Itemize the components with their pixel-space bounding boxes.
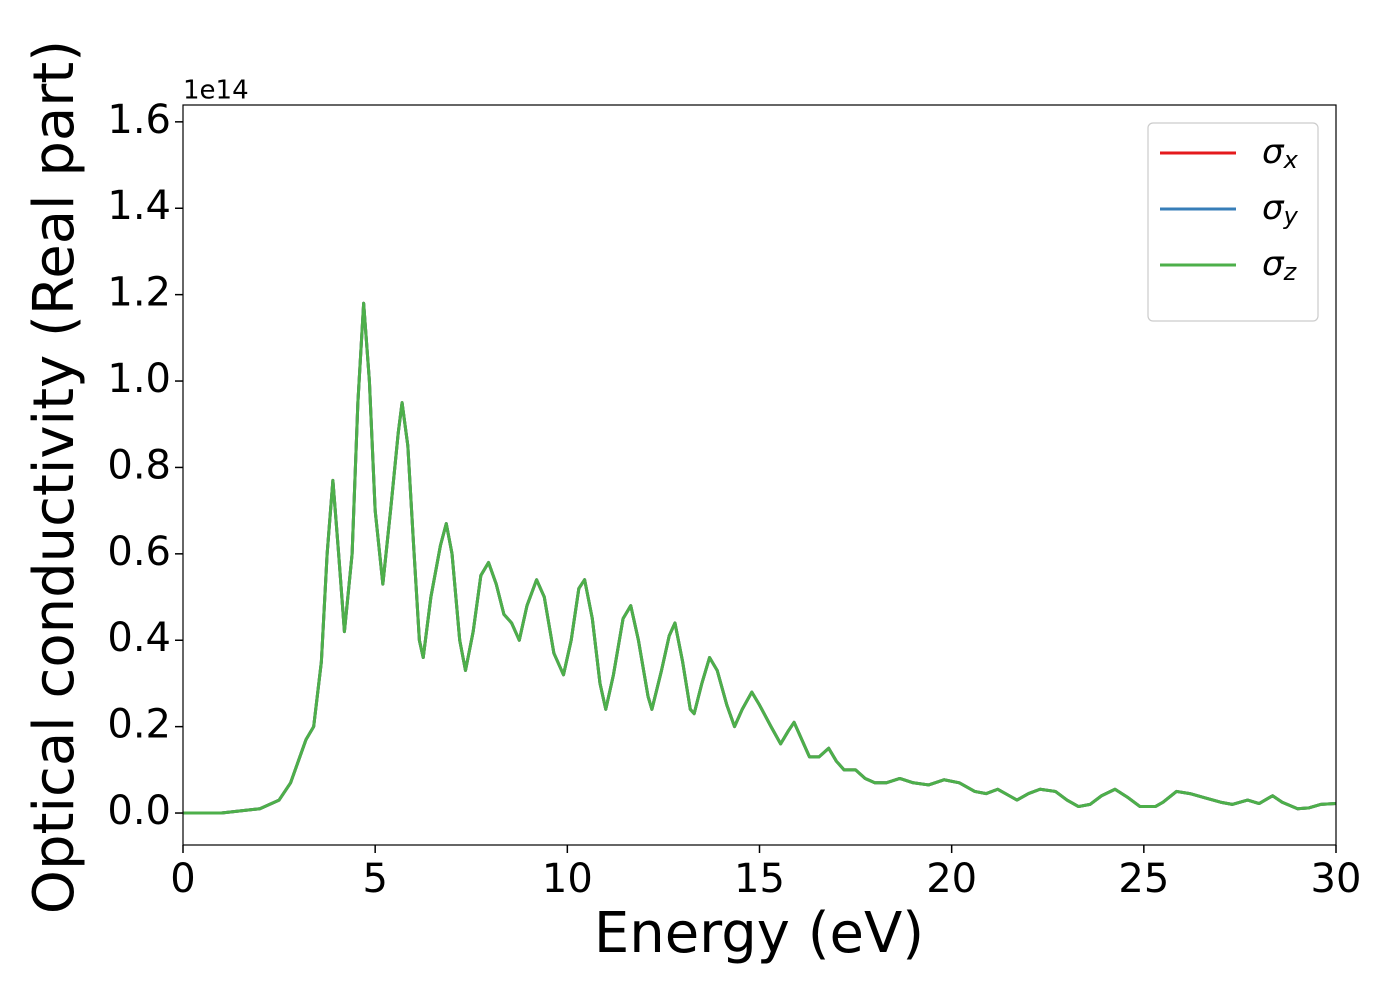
series-line	[183, 301, 1336, 815]
x-tick-label: 10	[542, 856, 593, 902]
plot-frame	[182, 104, 1337, 846]
x-tick-label: 20	[926, 856, 977, 902]
x-tick-label: 15	[734, 856, 785, 902]
y-tick-label: 0.2	[107, 702, 171, 748]
legend-label: σz	[1262, 244, 1298, 287]
x-tick-label: 30	[1311, 856, 1362, 902]
x-tick-label: 25	[1118, 856, 1169, 902]
y-tick-label: 0.4	[107, 615, 171, 661]
y-tick-label: 1.4	[107, 183, 171, 229]
x-tick-label: 0	[170, 856, 195, 902]
y-tick-label: 1.0	[107, 356, 171, 402]
x-tick-label: 5	[362, 856, 387, 902]
y-axis-label: Optical conductivity (Real part)	[22, 40, 87, 914]
legend-box	[1147, 122, 1319, 322]
y-tick-label: 0.8	[107, 442, 171, 488]
legend-label: σy	[1262, 188, 1299, 231]
y-tick-label: 1.6	[107, 97, 171, 143]
x-axis-label: Energy (eV)	[594, 901, 924, 966]
y-tick-label: 0.6	[107, 529, 171, 575]
series-line	[183, 301, 1336, 815]
y-tick-label: 1.2	[107, 270, 171, 316]
y-tick-label: 0.0	[107, 788, 171, 834]
y-offset-label: 1e14	[183, 76, 249, 106]
legend-label: σx	[1262, 132, 1299, 175]
series-line	[183, 301, 1336, 815]
